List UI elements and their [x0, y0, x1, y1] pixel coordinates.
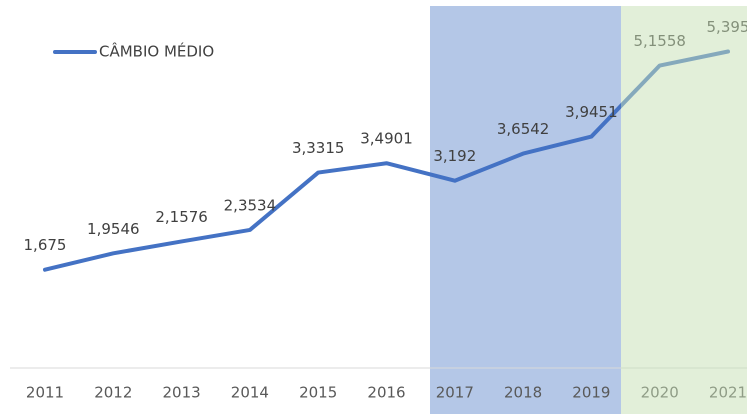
x-tick-label: 2015	[299, 384, 337, 402]
x-tick-label: 2014	[231, 384, 269, 402]
data-label: 2,3534	[224, 196, 277, 214]
x-tick-label: 2012	[94, 384, 132, 402]
series-line	[43, 49, 730, 272]
data-label: 1,9546	[87, 220, 140, 238]
x-tick-label: 2017	[436, 384, 474, 402]
legend-label: CÂMBIO MÉDIO	[99, 42, 214, 61]
data-label: 1,675	[24, 236, 67, 254]
x-tick-label: 2019	[572, 384, 610, 402]
data-label: 3,3315	[292, 139, 345, 157]
data-label: 3,4901	[360, 130, 413, 148]
data-label: 3,192	[433, 147, 476, 165]
highlight-band-blue	[430, 6, 621, 414]
x-tick-label: 2018	[504, 384, 542, 402]
data-label: 2,1576	[155, 208, 208, 226]
data-label: 3,6542	[497, 120, 550, 138]
data-label: 3,9451	[565, 103, 618, 121]
x-tick-label: 2016	[367, 384, 405, 402]
x-tick-label: 2011	[26, 384, 64, 402]
highlight-band-green	[621, 6, 747, 414]
x-tick-label: 2013	[163, 384, 201, 402]
